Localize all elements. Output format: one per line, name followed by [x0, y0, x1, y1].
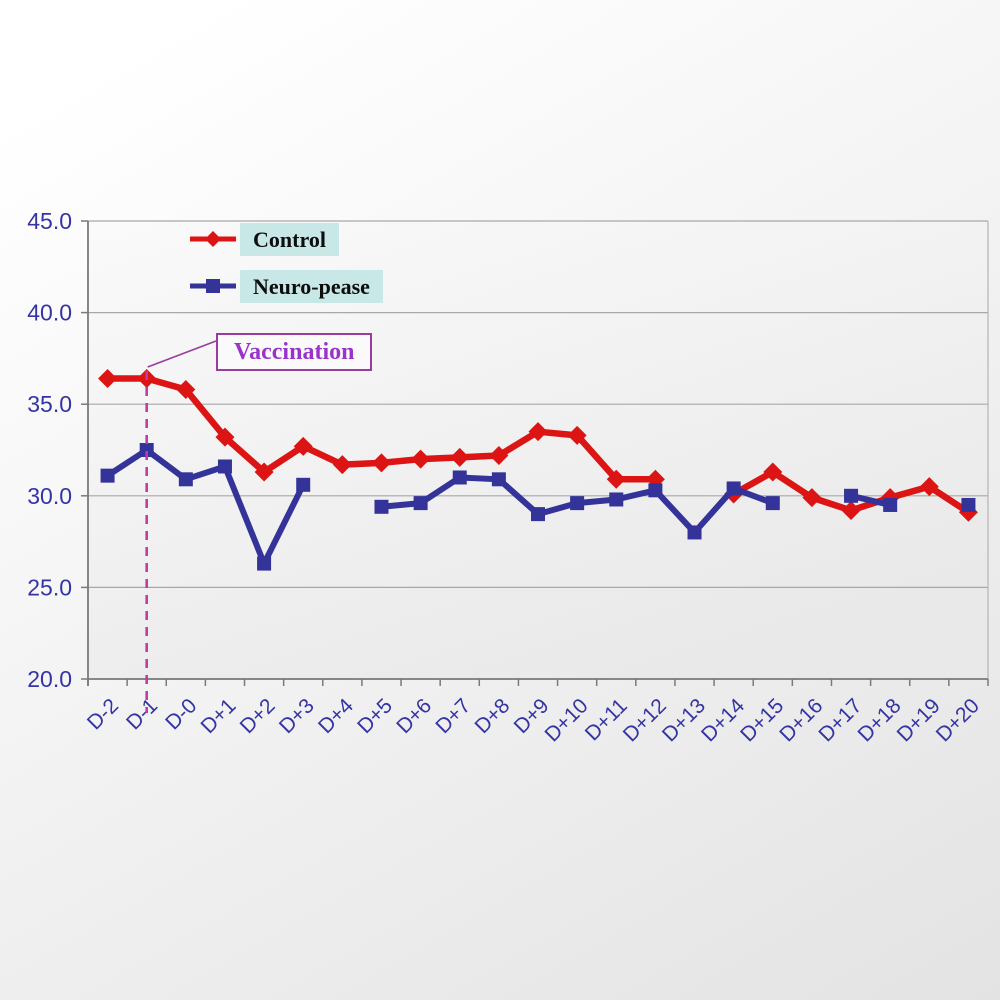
- neuro-pease-marker: [883, 497, 898, 512]
- control-marker: [450, 447, 470, 467]
- neuro-pease-marker: [491, 472, 506, 487]
- neuro-pease-marker: [413, 496, 428, 511]
- x-tick-label: D+6: [392, 694, 436, 738]
- x-tick-label: D+2: [236, 694, 280, 738]
- x-tick-label: D+8: [470, 694, 514, 738]
- x-tick-label: D+4: [314, 694, 358, 738]
- legend-item-control: Control: [189, 222, 339, 256]
- control-marker: [293, 436, 313, 456]
- control-marker: [411, 449, 431, 469]
- control-marker: [98, 369, 118, 389]
- y-tick-label: 40.0: [27, 300, 72, 326]
- x-tick-label: D+20: [932, 694, 984, 746]
- x-tick-label: D+5: [353, 694, 397, 738]
- neuro-pease-marker: [687, 525, 702, 540]
- neuro-pease-marker: [296, 477, 311, 492]
- control-marker: [371, 453, 391, 473]
- neuro-pease-line-sample-icon: [190, 279, 236, 293]
- neuro-pease-marker: [844, 488, 859, 503]
- x-tick-label: D+13: [658, 694, 710, 746]
- control-marker: [763, 462, 783, 482]
- neuro-pease-marker: [570, 496, 585, 511]
- neuro-pease-marker: [765, 496, 780, 511]
- neuro-pease-marker: [726, 481, 741, 496]
- x-tick-label: D+14: [697, 694, 749, 746]
- y-tick-label: 20.0: [27, 666, 72, 692]
- x-tick-label: D+19: [893, 694, 945, 746]
- control-marker: [528, 422, 548, 442]
- control-marker: [254, 462, 274, 482]
- control-marker: [176, 380, 196, 400]
- neuro-pease-marker: [139, 443, 154, 457]
- neuro-pease-marker: [452, 470, 467, 485]
- x-tick-label: D+18: [854, 694, 906, 746]
- x-tick-label: D+17: [814, 694, 866, 746]
- neuro-pease-marker: [374, 499, 389, 514]
- control-marker: [919, 477, 939, 497]
- x-tick-label: D+3: [275, 694, 319, 738]
- y-tick-label: 45.0: [27, 208, 72, 234]
- neuro-pease-marker: [531, 507, 545, 522]
- x-tick-label: D-1: [122, 694, 162, 734]
- x-tick-label: D+16: [775, 694, 827, 746]
- neuro-pease-marker: [178, 472, 193, 487]
- vaccination-annotation: Vaccination: [216, 333, 373, 371]
- x-tick-label: D+12: [619, 694, 671, 746]
- control-marker: [958, 502, 978, 522]
- vaccination-leader-line: [147, 340, 217, 368]
- control-line-sample-icon: [190, 231, 236, 247]
- control-marker: [332, 455, 352, 475]
- neuro-pease-marker: [257, 556, 272, 571]
- control-marker: [802, 488, 822, 508]
- legend-label-control: Control: [240, 222, 339, 256]
- x-tick-label: D+15: [736, 694, 788, 746]
- y-tick-label: 30.0: [27, 483, 72, 509]
- neuro-pease-marker: [217, 459, 232, 474]
- control-marker: [606, 469, 626, 489]
- neuro-pease-marker: [100, 468, 115, 483]
- x-tick-label: D-0: [161, 694, 201, 734]
- control-marker: [841, 500, 861, 520]
- y-tick-label: 35.0: [27, 391, 72, 417]
- control-marker: [489, 445, 509, 465]
- control-marker: [215, 427, 235, 447]
- neuro-pease-marker: [648, 483, 663, 498]
- neuro-pease-marker: [609, 492, 624, 507]
- y-tick-label: 25.0: [27, 574, 72, 600]
- x-tick-label: D-2: [83, 694, 123, 734]
- x-tick-label: D+10: [540, 694, 592, 746]
- x-tick-label: D+11: [581, 694, 632, 745]
- control-marker: [567, 425, 587, 445]
- legend-item-neuro-pease: Neuro-pease: [189, 269, 383, 303]
- legend-label-neuro-pease: Neuro-pease: [240, 269, 383, 303]
- x-tick-label: D+1: [197, 694, 241, 738]
- x-tick-label: D+7: [431, 694, 475, 738]
- neuro-pease-marker: [961, 497, 976, 512]
